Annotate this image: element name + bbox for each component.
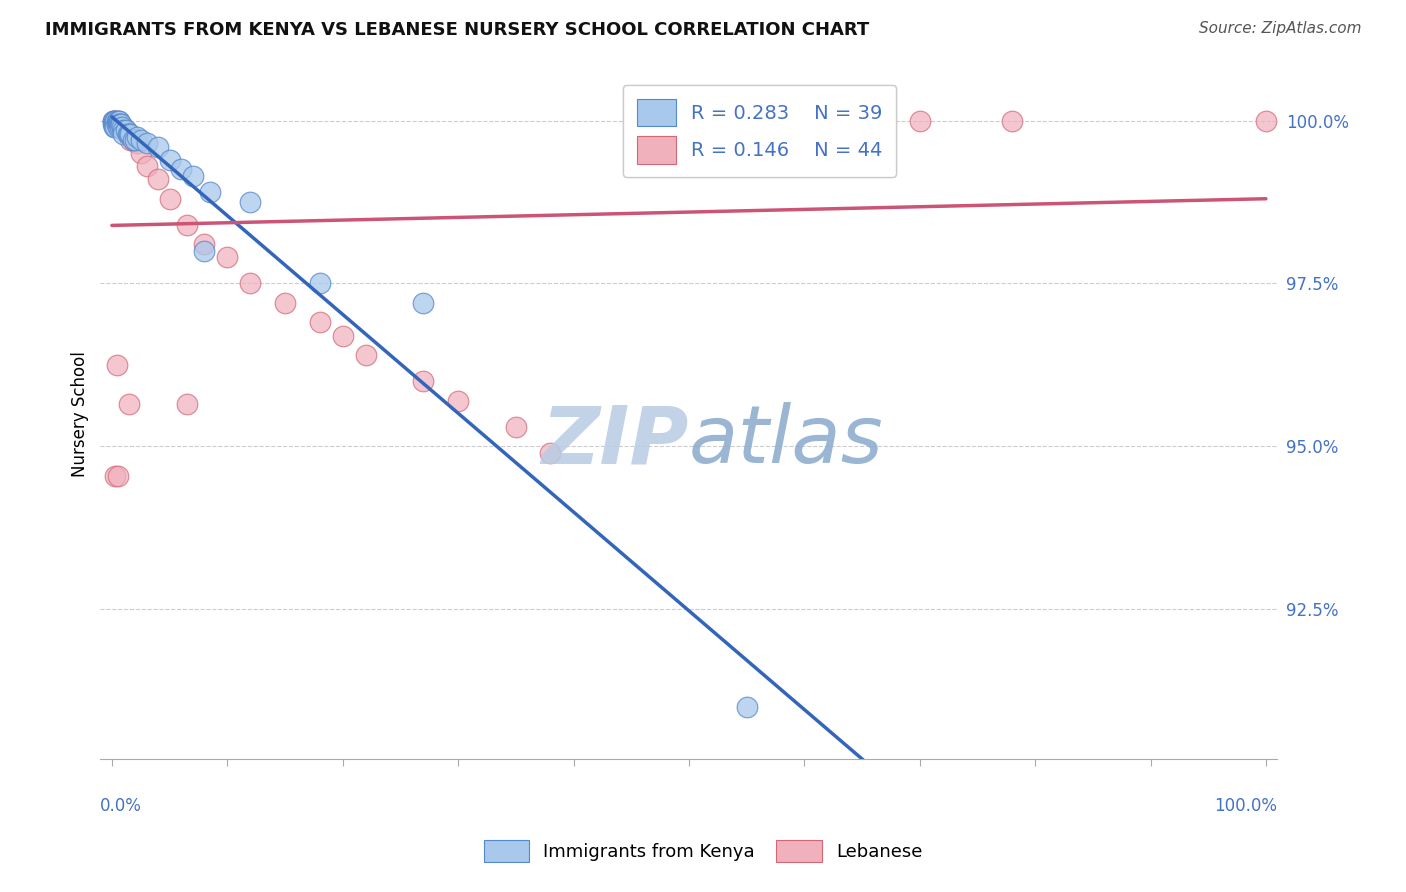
Point <box>108 120 131 135</box>
Point <box>101 113 124 128</box>
Point <box>118 127 141 141</box>
Point <box>127 136 149 151</box>
Point <box>117 127 139 141</box>
Point <box>112 120 135 135</box>
Point <box>135 159 157 173</box>
Point <box>104 120 127 135</box>
Text: IMMIGRANTS FROM KENYA VS LEBANESE NURSERY SCHOOL CORRELATION CHART: IMMIGRANTS FROM KENYA VS LEBANESE NURSER… <box>45 21 869 38</box>
Text: Source: ZipAtlas.com: Source: ZipAtlas.com <box>1198 21 1361 36</box>
Point <box>117 127 139 141</box>
Point <box>114 123 136 137</box>
Point <box>815 113 838 128</box>
Point <box>108 120 131 135</box>
Point <box>103 113 125 128</box>
Point <box>121 133 143 147</box>
Point <box>412 296 434 310</box>
Point <box>678 113 700 128</box>
Text: atlas: atlas <box>689 402 883 480</box>
Point <box>193 237 215 252</box>
Point <box>121 133 143 147</box>
Point <box>908 113 931 128</box>
Point <box>108 113 131 128</box>
Point <box>146 172 169 186</box>
Point <box>735 113 758 128</box>
Point <box>118 397 141 411</box>
Point <box>118 127 141 141</box>
Point <box>107 468 129 483</box>
Point <box>120 127 142 141</box>
Point <box>108 117 131 131</box>
Point <box>111 120 134 135</box>
Point <box>105 117 128 131</box>
Point <box>107 117 129 131</box>
Y-axis label: Nursery School: Nursery School <box>72 351 89 476</box>
Point <box>354 348 377 362</box>
Text: ZIP: ZIP <box>541 402 689 480</box>
Point <box>176 218 198 232</box>
Point <box>105 358 128 372</box>
Point <box>239 194 262 209</box>
Point <box>198 186 221 200</box>
Point <box>217 251 239 265</box>
Point <box>1001 113 1024 128</box>
Point <box>505 419 527 434</box>
Point <box>107 120 129 135</box>
Point <box>114 123 136 137</box>
Point <box>108 117 131 131</box>
Point <box>735 699 758 714</box>
Point <box>129 146 152 161</box>
Text: 100.0%: 100.0% <box>1215 797 1278 814</box>
Point <box>103 117 125 131</box>
Point <box>112 127 135 141</box>
Point <box>308 277 330 291</box>
Point <box>239 277 262 291</box>
Legend: Immigrants from Kenya, Lebanese: Immigrants from Kenya, Lebanese <box>477 833 929 870</box>
Point <box>332 328 354 343</box>
Point <box>103 120 125 135</box>
Point <box>124 133 146 147</box>
Point <box>1254 113 1277 128</box>
Point <box>107 120 129 135</box>
Point <box>103 113 125 128</box>
Point <box>170 162 193 177</box>
Point <box>447 393 470 408</box>
Point <box>120 133 142 147</box>
Point <box>127 129 149 144</box>
Point <box>159 153 181 167</box>
Point <box>412 374 434 388</box>
Point <box>538 446 561 460</box>
Point <box>104 113 127 128</box>
Point <box>308 316 330 330</box>
Point <box>135 136 157 151</box>
Point <box>108 113 131 128</box>
Point <box>110 117 132 131</box>
Point <box>105 117 128 131</box>
Point <box>101 117 124 131</box>
Point <box>193 244 215 258</box>
Point <box>274 296 297 310</box>
Point <box>107 113 129 128</box>
Legend: R = 0.283    N = 39, R = 0.146    N = 44: R = 0.283 N = 39, R = 0.146 N = 44 <box>623 85 896 178</box>
Text: 0.0%: 0.0% <box>100 797 142 814</box>
Point <box>105 113 128 128</box>
Point <box>104 468 127 483</box>
Point <box>159 192 181 206</box>
Point <box>104 113 127 128</box>
Point <box>124 133 146 147</box>
Point <box>112 123 135 137</box>
Point <box>181 169 204 183</box>
Point <box>176 397 198 411</box>
Point <box>101 113 124 128</box>
Point <box>110 120 132 135</box>
Point <box>146 139 169 153</box>
Point <box>129 133 152 147</box>
Point <box>108 117 131 131</box>
